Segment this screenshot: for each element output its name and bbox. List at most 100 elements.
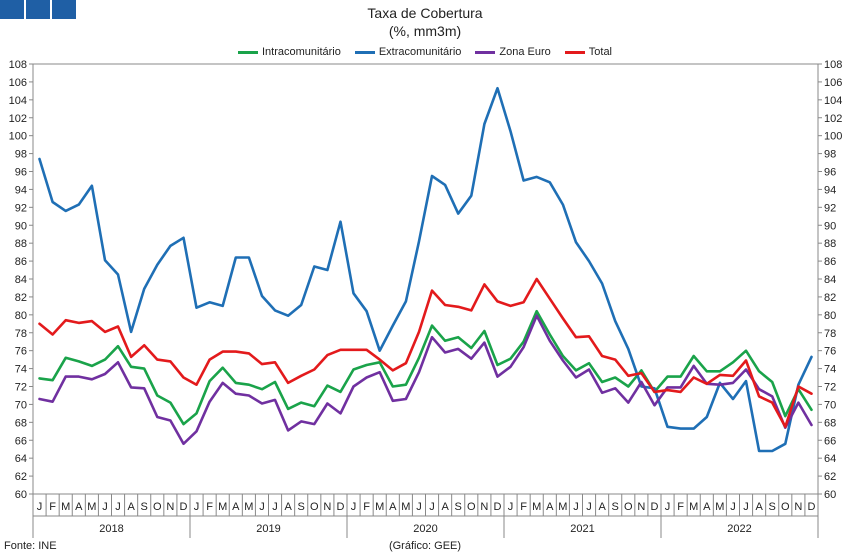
y-tick-label-right: 74 — [824, 364, 836, 376]
y-tick-label-left: 64 — [15, 453, 27, 465]
y-tick-label-left: 100 — [9, 131, 27, 143]
x-tick-label-month: J — [37, 501, 43, 513]
x-tick-label-month: D — [179, 501, 187, 513]
y-tick-label-right: 60 — [824, 489, 836, 501]
x-tick-label-month: A — [546, 501, 554, 513]
x-tick-label-month: J — [102, 501, 108, 513]
chart-title: Taxa de Cobertura — [367, 5, 483, 21]
y-tick-label-right: 88 — [824, 238, 836, 250]
legend-item-intracomunitario: Intracomunitário — [237, 46, 341, 58]
x-tick-label-month: J — [573, 501, 579, 513]
x-tick-label-month: A — [127, 501, 135, 513]
y-tick-label-left: 70 — [15, 399, 27, 411]
y-tick-label-right: 102 — [824, 113, 842, 125]
x-tick-label-month: N — [794, 501, 802, 513]
x-tick-label-month: M — [87, 501, 96, 513]
y-tick-label-left: 106 — [9, 77, 27, 89]
y-tick-label-left: 84 — [15, 274, 27, 286]
x-tick-label-month: J — [272, 501, 278, 513]
x-tick-label-month: M — [375, 501, 384, 513]
x-tick-label-month: D — [493, 501, 501, 513]
x-tick-label-month: F — [677, 501, 684, 513]
legend-item-total: Total — [564, 46, 613, 58]
legend-swatch — [237, 50, 258, 54]
legend-item-extracomunitario: Extracomunitário — [354, 46, 462, 58]
x-tick-label-month: A — [284, 501, 292, 513]
x-tick-label-month: A — [75, 501, 83, 513]
y-tick-label-right: 64 — [824, 453, 836, 465]
y-tick-label-right: 62 — [824, 471, 836, 483]
y-tick-label-left: 78 — [15, 328, 27, 340]
x-tick-label-month: J — [586, 501, 592, 513]
y-tick-label-right: 80 — [824, 310, 836, 322]
y-tick-label-left: 90 — [15, 220, 27, 232]
x-tick-label-month: O — [310, 501, 319, 513]
x-tick-label-month: M — [689, 501, 698, 513]
x-tick-label-month: A — [755, 501, 763, 513]
x-tick-label-month: D — [807, 501, 815, 513]
series-line-extracomunitario — [38, 86, 813, 453]
y-tick-label-right: 66 — [824, 435, 836, 447]
y-tick-label-right: 82 — [824, 292, 836, 304]
x-tick-label-month: J — [194, 501, 200, 513]
y-tick-label-left: 76 — [15, 346, 27, 358]
source-note: Fonte: INE — [4, 540, 57, 552]
x-tick-label-year: 2020 — [413, 523, 437, 535]
x-tick-label-month: N — [166, 501, 174, 513]
x-tick-label-month: M — [218, 501, 227, 513]
y-tick-label-left: 60 — [15, 489, 27, 501]
y-tick-label-left: 86 — [15, 256, 27, 268]
x-tick-label-month: A — [232, 501, 240, 513]
x-tick-label-month: O — [467, 501, 476, 513]
y-tick-label-left: 96 — [15, 167, 27, 179]
legend-label: Extracomunitário — [378, 46, 462, 58]
x-tick-label-month: J — [115, 501, 121, 513]
x-tick-label-month: S — [298, 501, 305, 513]
x-tick-label-year: 2021 — [570, 523, 594, 535]
y-tick-label-left: 72 — [15, 382, 27, 394]
y-tick-label-right: 108 — [824, 59, 842, 71]
y-tick-label-left: 104 — [9, 95, 27, 107]
legend-item-zona-euro: Zona Euro — [475, 46, 551, 58]
x-tick-label-year: 2018 — [99, 523, 123, 535]
x-tick-label-month: M — [715, 501, 724, 513]
x-tick-label-month: J — [508, 501, 514, 513]
legend-swatch — [354, 50, 375, 54]
x-tick-label-month: J — [259, 501, 265, 513]
x-tick-label-month: D — [650, 501, 658, 513]
y-tick-label-right: 90 — [824, 220, 836, 232]
y-tick-label-right: 100 — [824, 131, 842, 143]
brand-blocks — [0, 0, 76, 19]
x-tick-label-month: O — [624, 501, 633, 513]
x-tick-label-year: 2022 — [727, 523, 751, 535]
legend-swatch — [475, 50, 496, 54]
y-tick-label-left: 74 — [15, 364, 27, 376]
legend-label: Intracomunitário — [261, 46, 341, 58]
x-tick-label-month: J — [351, 501, 357, 513]
y-tick-label-right: 86 — [824, 256, 836, 268]
legend-label: Total — [588, 46, 613, 58]
x-tick-label-year: 2019 — [256, 523, 280, 535]
x-tick-label-month: O — [781, 501, 790, 513]
series-line-total — [38, 277, 813, 429]
x-tick-label-month: M — [532, 501, 541, 513]
y-tick-label-left: 62 — [15, 471, 27, 483]
y-tick-label-left: 94 — [15, 184, 27, 196]
x-tick-label-month: F — [363, 501, 370, 513]
x-tick-label-month: S — [455, 501, 462, 513]
x-tick-label-month: D — [336, 501, 344, 513]
x-tick-label-month: N — [637, 501, 645, 513]
brand-block — [0, 0, 24, 19]
y-tick-label-right: 104 — [824, 95, 842, 107]
legend: Intracomunitário Extracomunitário Zona E… — [0, 46, 850, 58]
chart-subtitle: (%, mm3m) — [388, 23, 462, 39]
legend-swatch — [564, 50, 585, 54]
x-tick-label-month: M — [61, 501, 70, 513]
x-tick-label-month: J — [743, 501, 749, 513]
y-tick-label-right: 72 — [824, 382, 836, 394]
x-tick-label-month: M — [558, 501, 567, 513]
x-tick-label-month: N — [323, 501, 331, 513]
x-tick-label-month: S — [141, 501, 148, 513]
y-tick-label-right: 94 — [824, 184, 836, 196]
x-tick-label-month: J — [429, 501, 435, 513]
